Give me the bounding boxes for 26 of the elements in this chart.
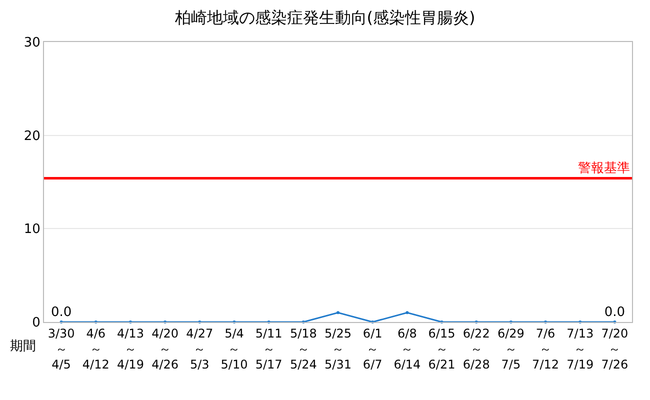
x-tick-label: 7/6 ～ 7/12 [532, 326, 560, 372]
x-tick-label: 5/18 ～ 5/24 [290, 326, 317, 372]
y-tick-label: 30 [24, 36, 40, 51]
text: 期間 [10, 339, 36, 354]
x-tick-label: 5/25 ～ 5/31 [324, 326, 352, 372]
x-tick-label: 6/15 ～ 6/21 [428, 326, 456, 372]
x-tick-label: 4/13 ～ 4/19 [116, 326, 144, 372]
x-tick-label: 6/1 ～ 6/7 [362, 326, 382, 372]
x-tick-label: 3/30 ～ 4/5 [48, 326, 75, 372]
data-label: 0.0 [50, 304, 72, 320]
ref-line-label: 警報基準 [578, 161, 630, 176]
x-tick-label: 7/13 ～ 7/19 [566, 326, 594, 372]
x-tick-label: 6/8 ～ 6/14 [394, 326, 421, 372]
x-tick-label: 5/11 ～ 5/17 [255, 326, 282, 372]
y-tick-label: 10 [24, 222, 40, 238]
x-tick-label: 7/20 ～ 7/26 [601, 326, 628, 372]
data-label: 0.0 [604, 304, 626, 320]
x-tick-label: 4/27 ～ 5/3 [186, 326, 214, 372]
x-tick-label: 6/22 ～ 6/28 [462, 326, 490, 372]
y-tick-label: 0 [32, 316, 40, 331]
y-tick-label: 20 [24, 128, 40, 144]
chart-title: 柏崎地域の感染症発生動向(感染性胃腸炎) [174, 8, 476, 28]
x-tick-label: 6/29 ～ 7/5 [497, 326, 524, 372]
x-tick-label: 4/6 ～ 4/12 [82, 326, 110, 372]
x-tick-label: 5/4 ～ 5/10 [220, 326, 248, 372]
x-tick-label: 4/20 ～ 4/26 [152, 326, 179, 372]
